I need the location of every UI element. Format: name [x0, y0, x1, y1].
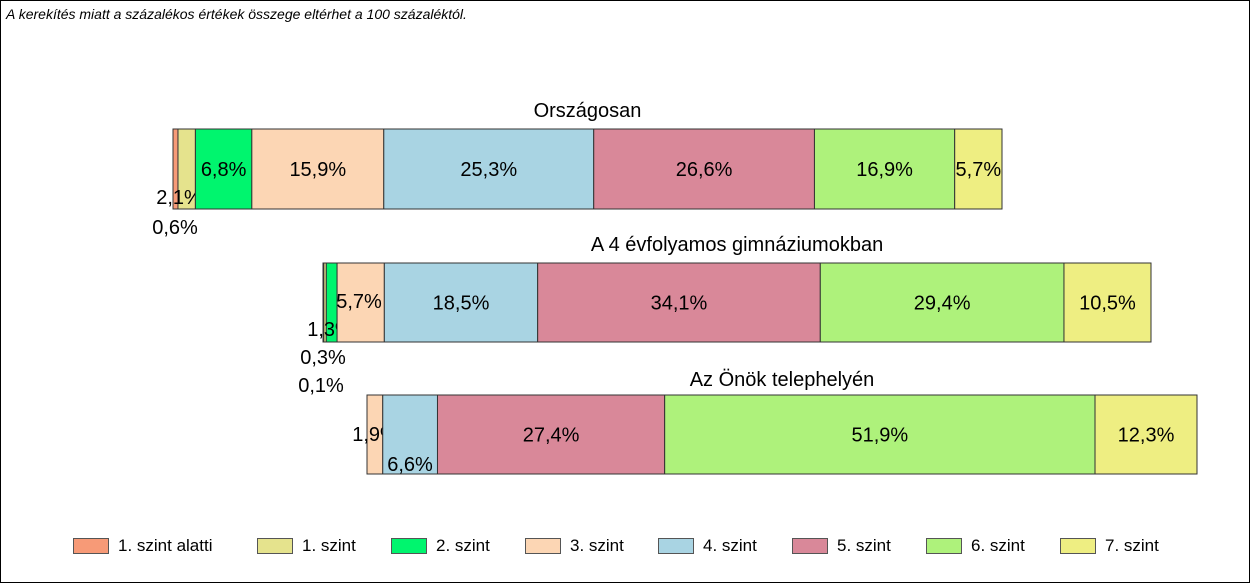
- data-label-1-7: 10,5%: [1079, 293, 1136, 315]
- data-label-1-5: 34,1%: [651, 293, 708, 315]
- data-label-0-0: 0,6%: [152, 217, 198, 239]
- bar-segment-1-4: [383, 262, 539, 343]
- legend-swatch: [792, 538, 828, 554]
- legend-swatch: [391, 538, 427, 554]
- legend: 1. szint alatti 1. szint 2. szint 3. szint 4…: [1, 536, 1250, 557]
- legend-label: 7. szint: [1105, 536, 1159, 555]
- bar-segment-0-3: [251, 128, 385, 210]
- data-label-2-4: 6,6%: [387, 454, 433, 476]
- bar-segment-2-5: [436, 394, 666, 475]
- legend-swatch: [1060, 538, 1096, 554]
- bar-segment-0-2: [194, 128, 253, 210]
- data-label-1-1: 0,3%: [300, 347, 346, 369]
- bar-segment-2-4: [382, 394, 438, 475]
- bar-segment-0-7: [954, 128, 1003, 210]
- legend-swatch: [257, 538, 293, 554]
- bar-segment-0-4: [383, 128, 595, 210]
- legend-label: 1. szint: [302, 536, 356, 555]
- legend-label: 3. szint: [570, 536, 624, 555]
- bar-title-2: Az Önök telephelyén: [690, 369, 875, 391]
- legend-label: 2. szint: [436, 536, 490, 555]
- data-label-0-2: 6,8%: [201, 159, 247, 181]
- legend-swatch: [658, 538, 694, 554]
- legend-label: 1. szint alatti: [118, 536, 213, 555]
- data-label-0-4: 25,3%: [460, 159, 517, 181]
- data-label-1-0: 0,1%: [298, 375, 344, 397]
- data-label-1-6: 29,4%: [914, 293, 971, 315]
- data-label-0-6: 16,9%: [856, 159, 913, 181]
- data-label-0-1: 2,1%: [156, 187, 202, 209]
- data-label-0-7: 5,7%: [956, 159, 1002, 181]
- legend-swatch: [926, 538, 962, 554]
- bar-segment-2-6: [664, 394, 1096, 475]
- data-label-1-3: 5,7%: [336, 291, 382, 313]
- bar-title-0: Országosan: [534, 100, 642, 122]
- bar-segment-1-7: [1063, 262, 1152, 343]
- legend-label: 4. szint: [703, 536, 757, 555]
- bar-segment-1-3: [336, 262, 385, 343]
- rounding-note: A kerekítés miatt a százalékos értékek ö…: [6, 6, 467, 22]
- data-label-0-3: 15,9%: [289, 159, 346, 181]
- data-label-2-7: 12,3%: [1118, 425, 1175, 447]
- bar-segment-1-6: [819, 262, 1065, 343]
- legend-label: 5. szint: [837, 536, 891, 555]
- bar-segment-1-5: [537, 262, 821, 343]
- data-label-2-5: 27,4%: [523, 425, 580, 447]
- data-label-2-6: 51,9%: [851, 425, 908, 447]
- bar-title-1: A 4 évfolyamos gimnáziumokban: [591, 234, 883, 256]
- legend-swatch: [73, 538, 109, 554]
- bar-segment-2-7: [1094, 394, 1198, 475]
- stacked-bar-chart: Országosan 0,6% 2,1% 6,8% 15,9% 25,3% 26,6% 16,…: [152, 100, 1198, 476]
- data-label-1-4: 18,5%: [433, 293, 490, 315]
- legend-label: 6. szint: [971, 536, 1025, 555]
- legend-swatch: [525, 538, 561, 554]
- data-label-0-5: 26,6%: [676, 159, 733, 181]
